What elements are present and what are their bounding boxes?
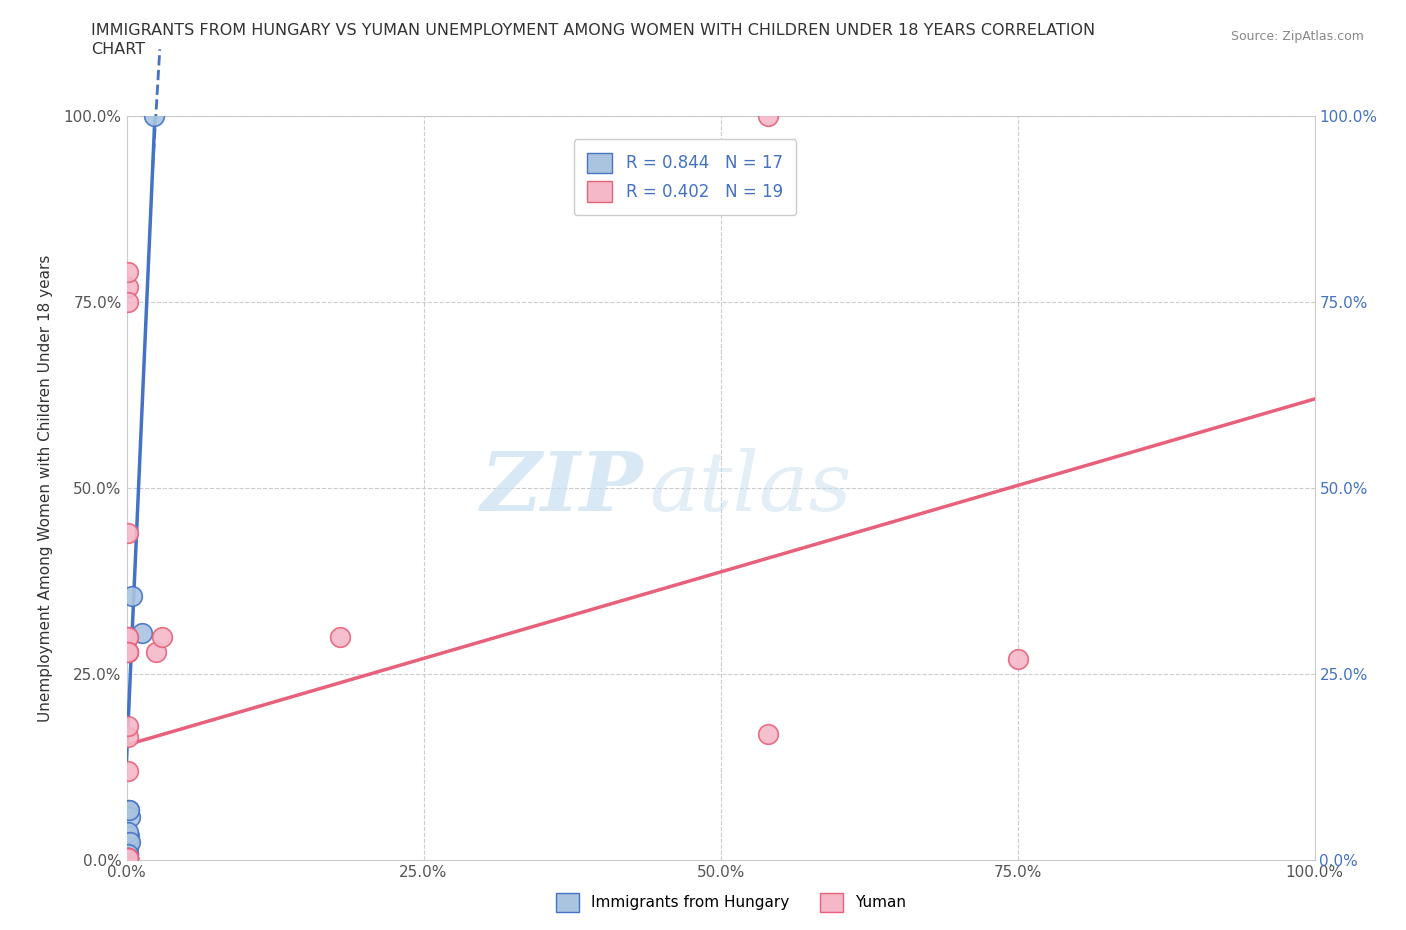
Point <box>117 847 139 862</box>
Point <box>117 847 139 862</box>
Point <box>117 851 139 866</box>
Point <box>121 589 143 604</box>
Legend: R = 0.844   N = 17, R = 0.402   N = 19: R = 0.844 N = 17, R = 0.402 N = 19 <box>574 140 796 215</box>
Point <box>117 840 139 855</box>
Text: ZIP: ZIP <box>481 448 644 528</box>
Point <box>756 726 779 741</box>
Point <box>1007 652 1029 667</box>
Point <box>150 630 173 644</box>
Point <box>118 829 141 844</box>
Point <box>117 834 139 849</box>
Point <box>117 644 139 659</box>
Point <box>329 630 352 644</box>
Point <box>117 719 139 734</box>
Point <box>117 851 139 866</box>
Point <box>117 851 139 866</box>
Point <box>120 834 142 849</box>
Point <box>117 851 139 866</box>
Point <box>117 730 139 745</box>
Point <box>117 630 139 644</box>
Text: Source: ZipAtlas.com: Source: ZipAtlas.com <box>1230 30 1364 43</box>
Text: CHART: CHART <box>91 42 145 57</box>
Point <box>117 851 139 866</box>
Point <box>117 851 139 866</box>
Point <box>117 644 139 659</box>
Point <box>118 803 141 817</box>
Point <box>117 295 139 310</box>
Point <box>117 851 139 866</box>
Point <box>117 764 139 778</box>
Text: atlas: atlas <box>650 448 852 528</box>
Point <box>117 265 139 280</box>
Point <box>120 810 142 825</box>
Point <box>117 525 139 540</box>
Point <box>117 851 139 866</box>
Legend: Immigrants from Hungary, Yuman: Immigrants from Hungary, Yuman <box>550 887 912 918</box>
Point <box>756 109 779 124</box>
Point <box>131 626 153 641</box>
Point <box>117 825 139 840</box>
Point <box>145 644 167 659</box>
Point <box>117 280 139 295</box>
Point <box>117 851 139 866</box>
Point <box>117 847 139 862</box>
Point <box>142 109 165 124</box>
Point <box>117 644 139 659</box>
Y-axis label: Unemployment Among Women with Children Under 18 years: Unemployment Among Women with Children U… <box>38 255 52 722</box>
Text: IMMIGRANTS FROM HUNGARY VS YUMAN UNEMPLOYMENT AMONG WOMEN WITH CHILDREN UNDER 18: IMMIGRANTS FROM HUNGARY VS YUMAN UNEMPLO… <box>91 23 1095 38</box>
Point <box>118 803 141 817</box>
Point <box>117 851 139 866</box>
Point <box>117 630 139 644</box>
